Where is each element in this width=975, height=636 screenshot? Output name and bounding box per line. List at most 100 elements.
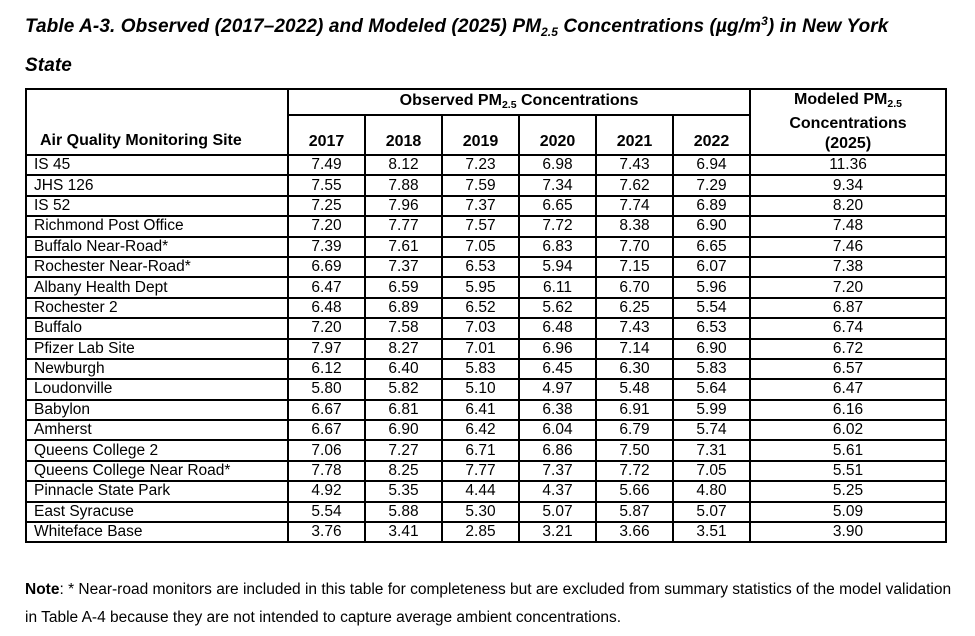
observed-value-cell: 6.67 (287, 419, 366, 442)
observed-value-cell: 6.90 (671, 215, 752, 238)
title-subscript: 2.5 (541, 25, 559, 39)
observed-value-cell: 5.88 (364, 500, 443, 524)
footnote-label: Note (25, 581, 60, 598)
observed-value-cell: 7.14 (595, 337, 674, 360)
observed-value-cell: 5.10 (441, 378, 520, 401)
observed-value-cell: 6.65 (518, 194, 597, 218)
observed-value-cell: 6.81 (364, 398, 443, 422)
observed-value-cell: 7.15 (595, 255, 674, 279)
observed-value-cell: 7.62 (595, 174, 674, 197)
table-row: Loudonville 5.80 5.82 5.10 4.97 5.48 5.64 6.47 (25, 378, 948, 401)
observed-group-header: Observed PM2.5 Concentrations (286, 88, 752, 116)
observed-value-cell: 7.31 (671, 439, 752, 462)
observed-value-cell: 6.41 (441, 398, 520, 422)
observed-value-cell: 5.07 (671, 500, 752, 524)
observed-value-cell: 8.25 (364, 459, 443, 483)
table-row: Rochester Near-Road* 6.69 7.37 6.53 5.94 7.15… (25, 255, 948, 279)
observed-value-cell: 6.53 (671, 317, 752, 340)
observed-header-text: Concentrations (516, 92, 639, 110)
table-row: Pinnacle State Park 4.92 5.35 4.44 4.37 5.66 4… (25, 480, 948, 503)
year-header: 2020 (518, 113, 597, 157)
modeled-header-subscript: 2.5 (887, 98, 902, 110)
site-cell: Pfizer Lab Site (25, 337, 289, 360)
observed-value-cell: 6.45 (518, 357, 597, 381)
modeled-value-cell: 7.46 (749, 235, 948, 258)
observed-value-cell: 7.25 (287, 194, 366, 218)
table-row: Queens College 2 7.06 7.27 6.71 6.86 7.50 7.31… (25, 439, 948, 462)
site-column-header: Air Quality Monitoring Site (25, 88, 289, 156)
observed-header-text: Observed PM (399, 92, 502, 110)
observed-value-cell: 7.72 (518, 215, 597, 238)
observed-value-cell: 8.38 (595, 215, 674, 238)
observed-value-cell: 7.43 (595, 153, 674, 177)
observed-value-cell: 5.80 (287, 378, 366, 401)
observed-value-cell: 6.79 (595, 419, 674, 442)
observed-value-cell: 6.69 (287, 255, 366, 279)
observed-value-cell: 7.03 (441, 317, 520, 340)
observed-value-cell: 7.06 (287, 439, 366, 462)
observed-value-cell: 6.42 (441, 419, 520, 442)
modeled-value-cell: 7.20 (749, 276, 948, 299)
table-row: IS 52 7.25 7.96 7.37 6.65 7.74 6.89 8.20 (25, 194, 948, 218)
observed-value-cell: 7.27 (364, 439, 443, 462)
table-row: Buffalo Near-Road* 7.39 7.61 7.05 6.83 7.70 6.… (25, 235, 948, 258)
observed-value-cell: 6.67 (287, 398, 366, 422)
modeled-value-cell: 6.16 (749, 398, 948, 422)
table-row: East Syracuse 5.54 5.88 5.30 5.07 5.87 5.07 5.0… (25, 500, 948, 524)
observed-value-cell: 7.74 (595, 194, 674, 218)
observed-value-cell: 5.07 (518, 500, 597, 524)
observed-value-cell: 7.96 (364, 194, 443, 218)
site-cell: Queens College 2 (25, 439, 289, 462)
modeled-value-cell: 8.20 (749, 194, 948, 218)
observed-value-cell: 5.96 (671, 276, 752, 299)
table-row: Amherst 6.67 6.90 6.42 6.04 6.79 5.74 6.02 (25, 419, 948, 442)
observed-value-cell: 7.77 (441, 459, 520, 483)
site-cell: Queens College Near Road* (25, 459, 289, 483)
observed-value-cell: 6.91 (595, 398, 674, 422)
title-text: Table A-3. Observed (2017–2022) and Mode… (25, 16, 542, 37)
observed-value-cell: 8.12 (364, 153, 443, 177)
observed-value-cell: 6.52 (441, 296, 520, 320)
observed-value-cell: 5.82 (364, 378, 443, 401)
observed-value-cell: 7.43 (595, 317, 674, 340)
observed-value-cell: 7.34 (518, 174, 597, 197)
year-header: 2017 (287, 113, 366, 157)
observed-value-cell: 6.07 (671, 255, 752, 279)
modeled-value-cell: 7.48 (749, 215, 948, 238)
observed-value-cell: 6.89 (364, 296, 443, 320)
table-title: Table A-3. Observed (2017–2022) and Mode… (25, 4, 960, 83)
site-cell: Amherst (25, 419, 289, 442)
year-header: 2019 (441, 113, 520, 157)
site-cell: Buffalo (25, 317, 289, 340)
modeled-value-cell: 11.36 (749, 153, 948, 177)
observed-value-cell: 7.88 (364, 174, 443, 197)
observed-value-cell: 7.77 (364, 215, 443, 238)
observed-value-cell: 6.90 (364, 419, 443, 442)
observed-value-cell: 6.65 (671, 235, 752, 258)
observed-value-cell: 5.35 (364, 480, 443, 503)
observed-value-cell: 7.37 (518, 459, 597, 483)
observed-value-cell: 6.89 (671, 194, 752, 218)
modeled-value-cell: 7.38 (749, 255, 948, 279)
observed-value-cell: 6.96 (518, 337, 597, 360)
observed-value-cell: 5.62 (518, 296, 597, 320)
modeled-value-cell: 5.09 (749, 500, 948, 524)
title-line2: State (25, 55, 72, 76)
year-header: 2018 (364, 113, 443, 157)
observed-value-cell: 6.71 (441, 439, 520, 462)
observed-value-cell: 7.58 (364, 317, 443, 340)
title-superscript: 3 (761, 14, 768, 28)
observed-value-cell: 7.49 (287, 153, 366, 177)
observed-value-cell: 5.64 (671, 378, 752, 401)
observed-value-cell: 6.47 (287, 276, 366, 299)
observed-value-cell: 6.94 (671, 153, 752, 177)
observed-value-cell: 5.66 (595, 480, 674, 503)
modeled-value-cell: 6.72 (749, 337, 948, 360)
site-cell: Rochester Near-Road* (25, 255, 289, 279)
year-header: 2022 (671, 113, 752, 157)
observed-value-cell: 6.12 (287, 357, 366, 381)
observed-value-cell: 3.66 (595, 521, 674, 544)
table-row: Richmond Post Office 7.20 7.77 7.57 7.72 8.38… (25, 215, 948, 238)
site-cell: Whiteface Base (25, 521, 289, 544)
